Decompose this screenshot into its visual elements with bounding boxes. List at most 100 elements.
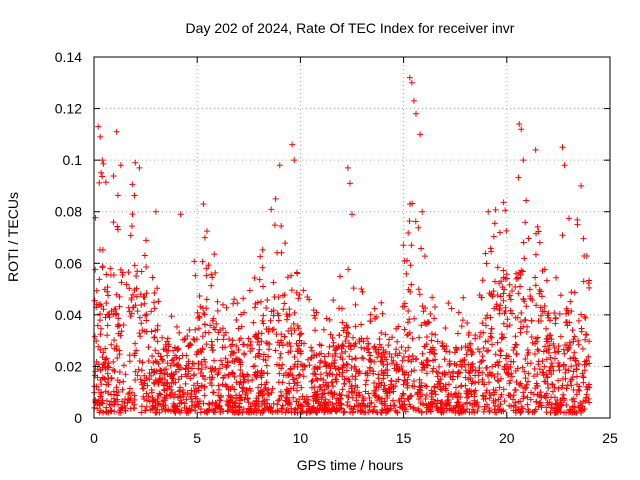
data-point — [294, 348, 301, 355]
data-point — [555, 363, 562, 370]
data-point — [108, 391, 115, 398]
data-point — [117, 162, 124, 169]
data-point — [91, 297, 98, 304]
data-point — [221, 332, 228, 339]
data-point — [360, 400, 367, 407]
data-point — [376, 395, 383, 402]
data-point — [188, 365, 195, 372]
data-point — [376, 336, 383, 342]
data-point — [240, 406, 247, 413]
data-point — [492, 387, 499, 394]
data-point — [289, 141, 296, 148]
data-point — [217, 392, 224, 399]
data-point — [297, 330, 304, 337]
data-point — [418, 391, 425, 398]
data-point — [129, 291, 136, 298]
data-point — [336, 273, 343, 280]
data-point — [564, 382, 571, 389]
data-point — [581, 313, 588, 320]
data-point — [296, 396, 303, 403]
data-point — [537, 312, 544, 319]
data-point — [143, 290, 150, 297]
data-point — [408, 368, 415, 375]
data-point — [200, 200, 207, 207]
data-point — [571, 398, 578, 405]
data-point — [252, 304, 259, 311]
data-point — [117, 332, 124, 339]
data-point — [367, 352, 374, 359]
data-point — [484, 312, 491, 319]
data-point — [346, 353, 353, 360]
data-point — [155, 298, 162, 305]
data-point — [418, 380, 425, 387]
data-point — [345, 266, 352, 273]
data-point — [513, 350, 520, 357]
data-point — [378, 329, 385, 336]
data-point — [225, 392, 232, 399]
data-point — [309, 347, 316, 354]
data-point — [464, 405, 471, 412]
data-point — [371, 305, 378, 312]
data-point — [214, 336, 221, 343]
data-point — [583, 383, 590, 390]
data-point — [142, 407, 149, 414]
data-point — [323, 369, 330, 376]
data-point — [506, 402, 513, 409]
data-point — [182, 380, 189, 387]
data-point — [119, 386, 126, 393]
data-point — [136, 330, 143, 337]
data-point — [172, 391, 179, 398]
data-point — [582, 314, 589, 321]
data-point — [293, 289, 300, 296]
data-point — [568, 363, 575, 370]
data-point — [373, 393, 380, 400]
data-point — [363, 345, 370, 352]
data-point — [425, 319, 432, 326]
data-point — [141, 252, 148, 259]
data-point — [512, 407, 519, 414]
data-point — [316, 351, 323, 358]
data-point — [239, 388, 246, 395]
data-point — [552, 320, 559, 327]
data-point — [545, 310, 552, 317]
data-point — [111, 306, 118, 313]
data-point — [344, 164, 351, 171]
data-point — [543, 356, 550, 363]
data-point — [223, 364, 230, 371]
data-point — [143, 328, 150, 335]
data-point — [166, 383, 173, 390]
data-point — [106, 314, 113, 321]
data-point — [522, 355, 529, 362]
data-point — [339, 342, 346, 349]
data-point — [366, 406, 373, 413]
data-point — [514, 274, 521, 281]
data-point — [416, 376, 423, 383]
data-point — [274, 361, 281, 368]
data-point — [503, 352, 510, 359]
data-point — [278, 222, 285, 229]
data-point — [380, 362, 387, 369]
data-point — [92, 368, 99, 375]
data-point — [201, 321, 208, 328]
data-point — [557, 292, 564, 299]
data-point — [110, 311, 117, 318]
data-point — [372, 315, 379, 322]
data-point — [104, 370, 111, 377]
data-point — [133, 293, 140, 300]
data-point — [474, 408, 481, 414]
data-point — [219, 344, 226, 351]
data-point — [520, 239, 527, 246]
data-point — [386, 389, 393, 396]
data-point — [541, 343, 548, 350]
data-point — [294, 364, 301, 371]
data-point — [264, 297, 271, 304]
data-point — [535, 403, 542, 410]
data-point — [349, 211, 355, 218]
data-point — [336, 332, 343, 339]
data-point — [236, 400, 243, 407]
data-point — [313, 409, 320, 416]
data-point — [220, 375, 227, 382]
data-point — [586, 338, 593, 345]
data-point — [554, 397, 561, 404]
data-point — [382, 348, 389, 355]
